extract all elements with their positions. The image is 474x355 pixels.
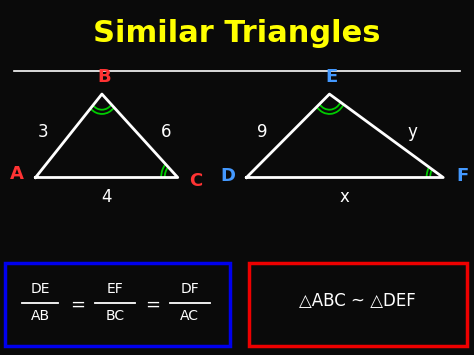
Text: 9: 9 — [256, 123, 267, 141]
Text: EF: EF — [106, 282, 123, 296]
Text: D: D — [220, 167, 235, 185]
Text: 6: 6 — [161, 123, 171, 141]
Text: AB: AB — [31, 309, 50, 323]
Text: E: E — [326, 68, 338, 86]
Text: 4: 4 — [101, 188, 112, 206]
Text: y: y — [408, 123, 417, 141]
Text: C: C — [189, 172, 202, 190]
Text: B: B — [98, 68, 111, 86]
Text: x: x — [340, 188, 350, 206]
Text: F: F — [456, 167, 468, 185]
Text: Similar Triangles: Similar Triangles — [93, 19, 381, 48]
Text: =: = — [70, 295, 85, 313]
Text: 3: 3 — [37, 123, 48, 141]
Text: BC: BC — [105, 309, 124, 323]
Text: △ABC ~ △DEF: △ABC ~ △DEF — [300, 292, 416, 310]
Text: =: = — [145, 295, 160, 313]
Text: A: A — [9, 165, 24, 183]
Text: DF: DF — [180, 282, 199, 296]
Text: DE: DE — [30, 282, 50, 296]
Text: AC: AC — [180, 309, 199, 323]
